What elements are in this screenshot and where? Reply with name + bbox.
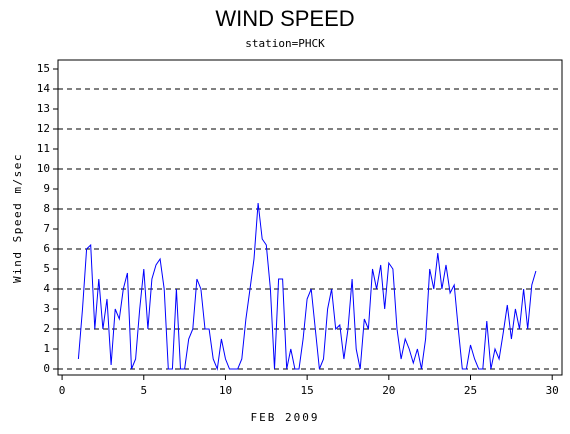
y-tick-label: 14 <box>37 82 51 95</box>
x-axis-label: FEB 2009 <box>251 411 320 424</box>
y-tick-label: 9 <box>43 182 50 195</box>
y-tick-label: 1 <box>43 342 50 355</box>
plot-frame <box>57 59 563 376</box>
y-tick-label: 5 <box>43 262 50 275</box>
y-tick-label: 12 <box>37 122 50 135</box>
y-tick-label: 0 <box>43 362 50 375</box>
x-tick-label: 15 <box>301 384 314 397</box>
y-tick-label: 11 <box>37 142 50 155</box>
chart-subtitle: station=PHCK <box>245 37 325 50</box>
y-tick-label: 7 <box>43 222 50 235</box>
line-series <box>77 202 537 371</box>
x-tick-label: 25 <box>464 384 477 397</box>
y-tick-label: 6 <box>43 242 50 255</box>
y-tick-label: 3 <box>43 302 50 315</box>
x-tick-label: 5 <box>140 384 147 397</box>
y-tick-label: 2 <box>43 322 50 335</box>
x-tick-label: 0 <box>59 384 66 397</box>
x-tick-label: 30 <box>546 384 559 397</box>
y-axis-label: Wind Speed m/sec <box>11 153 24 283</box>
x-tick-label: 10 <box>219 384 232 397</box>
y-tick-label: 4 <box>43 282 50 295</box>
y-tick-label: 13 <box>37 102 50 115</box>
y-tick-label: 15 <box>37 62 50 75</box>
y-tick-label: 10 <box>37 162 50 175</box>
x-tick-label: 20 <box>382 384 395 397</box>
chart-title: WIND SPEED <box>215 6 354 31</box>
y-tick-label: 8 <box>43 202 50 215</box>
